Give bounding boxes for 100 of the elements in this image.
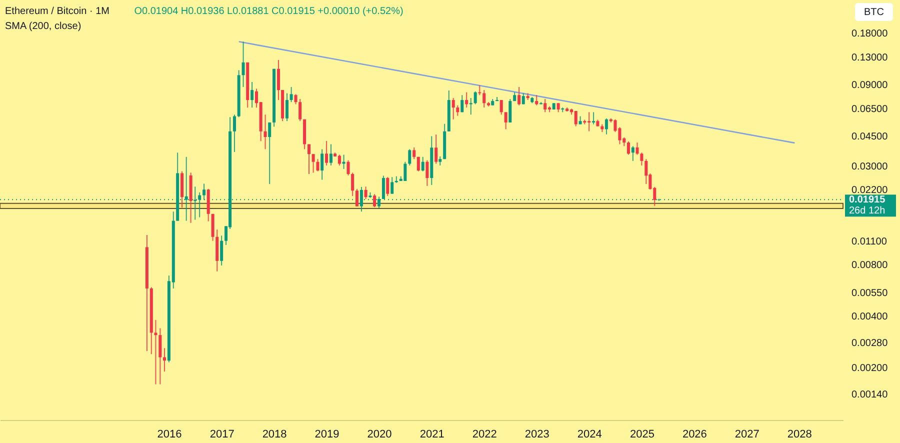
y-tick-label: 0.00550 bbox=[852, 288, 888, 299]
candlestick bbox=[592, 112, 596, 125]
candlestick bbox=[373, 194, 376, 208]
candlestick bbox=[316, 158, 320, 172]
y-tick-label: 0.04500 bbox=[852, 132, 888, 143]
candlestick bbox=[150, 286, 153, 355]
y-tick-label: 0.00400 bbox=[852, 312, 888, 323]
candlestick bbox=[452, 98, 455, 120]
candlestick bbox=[644, 158, 648, 185]
x-tick-label: 2016 bbox=[157, 428, 182, 440]
candlestick bbox=[294, 94, 298, 105]
candlestick bbox=[290, 86, 293, 103]
x-tick-label: 2018 bbox=[262, 428, 287, 440]
y-tick-label: 0.03000 bbox=[852, 162, 888, 173]
annotation: SMA (200, close) bbox=[5, 21, 82, 32]
x-tick-label: 2024 bbox=[577, 428, 602, 440]
y-tick-label: 0.02200 bbox=[852, 184, 888, 196]
y-tick-label: 0.13000 bbox=[852, 52, 888, 64]
annotation: O0.01904 H0.01936 L0.01881 C0.01915 +0.00010 (+0.52%) bbox=[134, 6, 404, 17]
candlestick bbox=[180, 170, 184, 208]
x-tick-label: 2028 bbox=[787, 428, 812, 440]
candlestick bbox=[364, 186, 368, 200]
candlestick bbox=[320, 148, 324, 180]
y-tick-label: 0.00140 bbox=[852, 390, 888, 401]
candlestick bbox=[162, 348, 166, 372]
candlestick bbox=[504, 112, 508, 130]
candlestick bbox=[412, 146, 416, 160]
candlestick bbox=[264, 114, 267, 150]
candlestick bbox=[351, 172, 354, 196]
candlestick bbox=[250, 82, 254, 108]
candlestick bbox=[465, 92, 468, 108]
y-tick-label: 0.18000 bbox=[852, 28, 888, 40]
candlestick bbox=[272, 68, 276, 128]
candlestick bbox=[500, 100, 503, 116]
candlestick bbox=[574, 110, 578, 127]
candlestick bbox=[522, 92, 525, 105]
candlestick bbox=[158, 328, 162, 385]
candlestick bbox=[237, 70, 240, 118]
y-axis-title: BTC bbox=[864, 7, 884, 18]
candlestick bbox=[242, 41, 245, 88]
candlestick bbox=[636, 142, 639, 156]
candlestick bbox=[421, 156, 424, 172]
candlestick bbox=[307, 144, 310, 175]
candlestick bbox=[189, 172, 192, 224]
candlestick bbox=[386, 176, 390, 196]
candlestick bbox=[443, 123, 446, 160]
candlestick bbox=[277, 60, 280, 101]
candlestick bbox=[544, 98, 547, 113]
candlestick bbox=[434, 134, 438, 164]
x-tick-label: 2026 bbox=[682, 428, 707, 440]
candlestick bbox=[211, 213, 214, 242]
candlestick bbox=[508, 98, 512, 123]
candlestick bbox=[460, 94, 464, 113]
candlestick bbox=[535, 94, 538, 106]
candlestick bbox=[246, 62, 250, 108]
x-tick-label: 2025 bbox=[630, 428, 654, 440]
candlestick bbox=[145, 234, 148, 352]
candlestick bbox=[556, 102, 560, 113]
candlestick bbox=[312, 154, 315, 174]
candlestick bbox=[216, 229, 219, 272]
x-tick-label: 2021 bbox=[420, 428, 444, 440]
candlestick bbox=[408, 148, 412, 166]
candlestick bbox=[268, 122, 272, 185]
y-tick-label: 0.00800 bbox=[852, 260, 888, 272]
candlestick bbox=[281, 90, 284, 122]
candlestick bbox=[220, 235, 224, 266]
candlestick bbox=[325, 140, 328, 166]
candlestick bbox=[426, 160, 429, 186]
candlestick bbox=[329, 144, 332, 166]
candlestick bbox=[482, 90, 486, 108]
y-tick-label: 0.00200 bbox=[852, 363, 888, 374]
x-tick-label: 2022 bbox=[472, 428, 497, 440]
x-tick-label: 2023 bbox=[524, 428, 550, 440]
candlestick bbox=[631, 146, 634, 162]
candlestick bbox=[604, 118, 608, 135]
y-tick-label: 0.00280 bbox=[852, 338, 888, 350]
candlestick bbox=[390, 176, 394, 194]
candlestick bbox=[438, 156, 442, 166]
x-tick-label: 2019 bbox=[314, 428, 340, 440]
candlestick bbox=[298, 98, 302, 122]
candlestick bbox=[285, 92, 288, 122]
candlestick bbox=[518, 86, 521, 106]
candlestick bbox=[154, 319, 158, 385]
text: 26d 12h bbox=[849, 206, 886, 217]
x-tick-label: 2027 bbox=[734, 428, 760, 440]
candlestick bbox=[404, 161, 407, 182]
candlestick bbox=[469, 98, 472, 116]
candlestick bbox=[456, 104, 460, 116]
x-tick-label: 2017 bbox=[210, 428, 234, 440]
y-tick-label: 0.06500 bbox=[852, 104, 888, 116]
ref-line-label: 0.01915 bbox=[849, 194, 886, 206]
candlestick bbox=[346, 160, 350, 176]
candlestick bbox=[474, 90, 477, 105]
candlestick bbox=[447, 90, 450, 132]
x-tick-label: 2020 bbox=[367, 428, 392, 440]
candlestick bbox=[206, 188, 210, 222]
candlestick bbox=[416, 156, 420, 172]
candlestick bbox=[640, 152, 644, 166]
candlestick bbox=[626, 141, 630, 156]
y-tick-label: 0.09000 bbox=[852, 80, 888, 91]
